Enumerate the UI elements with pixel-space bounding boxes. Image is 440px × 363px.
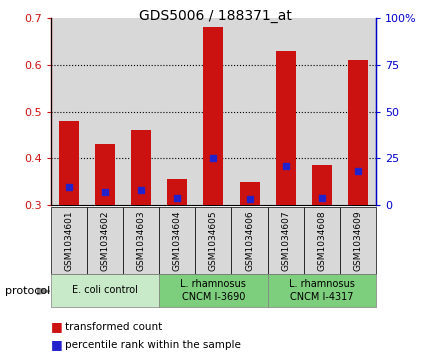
Bar: [123, 207, 159, 274]
Bar: [203, 28, 224, 205]
Text: ■: ■: [51, 338, 62, 351]
Bar: [268, 18, 304, 205]
Bar: [87, 207, 123, 274]
Bar: [131, 130, 151, 205]
Bar: [312, 166, 332, 205]
Bar: [95, 144, 115, 205]
Bar: [51, 18, 87, 205]
Polygon shape: [37, 288, 50, 294]
Bar: [231, 207, 268, 274]
Bar: [159, 18, 195, 205]
Text: GSM1034607: GSM1034607: [281, 210, 290, 271]
Text: GSM1034605: GSM1034605: [209, 210, 218, 271]
Bar: [167, 179, 187, 205]
Text: GSM1034609: GSM1034609: [354, 210, 363, 271]
Text: ■: ■: [51, 320, 62, 333]
Text: transformed count: transformed count: [65, 322, 162, 332]
Text: GSM1034601: GSM1034601: [64, 210, 73, 271]
Bar: [231, 18, 268, 205]
Bar: [340, 18, 376, 205]
Bar: [348, 60, 368, 205]
Bar: [123, 18, 159, 205]
Bar: [87, 18, 123, 205]
Text: GSM1034603: GSM1034603: [136, 210, 146, 271]
Bar: [304, 18, 340, 205]
Bar: [195, 18, 231, 205]
Text: protocol: protocol: [5, 286, 51, 297]
Bar: [268, 274, 376, 307]
Text: L. rhamnosus
CNCM I-3690: L. rhamnosus CNCM I-3690: [180, 279, 246, 302]
Text: percentile rank within the sample: percentile rank within the sample: [65, 340, 241, 350]
Bar: [51, 207, 87, 274]
Text: GSM1034606: GSM1034606: [245, 210, 254, 271]
Bar: [59, 121, 79, 205]
Bar: [159, 274, 268, 307]
Text: GSM1034602: GSM1034602: [100, 210, 110, 271]
Text: GDS5006 / 188371_at: GDS5006 / 188371_at: [139, 9, 292, 23]
Text: L. rhamnosus
CNCM I-4317: L. rhamnosus CNCM I-4317: [289, 279, 355, 302]
Bar: [159, 207, 195, 274]
Text: GSM1034604: GSM1034604: [173, 210, 182, 271]
Bar: [51, 274, 159, 307]
Bar: [340, 207, 376, 274]
Bar: [268, 207, 304, 274]
Bar: [195, 207, 231, 274]
Text: GSM1034608: GSM1034608: [317, 210, 326, 271]
Text: E. coli control: E. coli control: [72, 285, 138, 295]
Bar: [276, 51, 296, 205]
Bar: [304, 207, 340, 274]
Bar: [240, 182, 260, 205]
